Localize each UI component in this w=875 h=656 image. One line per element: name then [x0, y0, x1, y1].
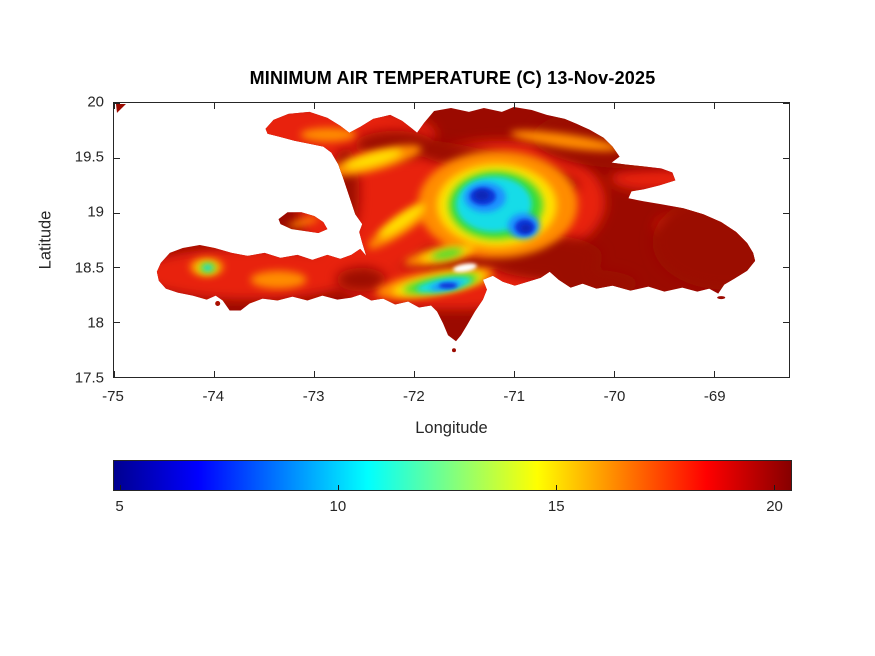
x-tick-mark: [513, 371, 515, 377]
x-tick-label: -75: [102, 388, 124, 405]
temperature-heatmap: [115, 103, 756, 353]
x-tick-mark: [613, 103, 615, 109]
y-tick-label: 17.5: [74, 369, 104, 387]
x-tick-mark: [714, 103, 715, 109]
x-tick-label: -73: [302, 388, 325, 405]
y-tick-mark: [114, 212, 120, 214]
colorbar-tick-label: 10: [329, 498, 347, 515]
y-tick-label: 20: [87, 93, 104, 111]
y-tick-mark: [114, 157, 120, 159]
colorbar-tick-mark: [338, 485, 340, 490]
y-tick-mark: [783, 157, 789, 159]
colorbar-tick-mark: [555, 485, 557, 490]
x-tick-mark: [114, 103, 115, 109]
plot-area: [113, 102, 790, 378]
x-tick-mark: [714, 371, 715, 377]
colorbar-tick-mark: [120, 485, 122, 490]
deep-blue-cores: [474, 190, 531, 233]
y-tick-label: 19.5: [74, 148, 104, 166]
colorbar-tick-label: 5: [115, 498, 124, 515]
y-tick-mark: [783, 322, 789, 324]
x-tick-mark: [413, 371, 415, 377]
colorbar-tick-label: 15: [547, 498, 565, 515]
x-tick-label: -69: [703, 388, 726, 405]
x-tick-mark: [214, 103, 215, 109]
lake-enriquillo-water: [453, 263, 477, 273]
colorbar-tick-mark: [773, 485, 775, 490]
colorbar-gradient: [114, 461, 791, 490]
x-tick-mark: [413, 103, 415, 109]
y-tick-mark: [114, 103, 120, 104]
x-axis-label: Longitude: [415, 419, 488, 437]
x-tick-label: -71: [503, 388, 526, 405]
y-tick-label: 18.5: [74, 259, 104, 277]
colorbar-tick-label: 20: [766, 498, 783, 515]
x-tick-mark: [314, 103, 315, 109]
y-tick-mark: [783, 377, 789, 378]
y-tick-label: 18: [87, 314, 104, 332]
y-tick-mark: [783, 267, 789, 269]
y-tick-mark: [114, 322, 120, 324]
x-tick-label: -74: [202, 388, 225, 405]
y-tick-label: 19: [87, 203, 104, 221]
chart-title: MINIMUM AIR TEMPERATURE (C) 13-Nov-2025: [249, 68, 656, 88]
colorbar: [113, 460, 792, 491]
x-tick-mark: [314, 371, 315, 377]
isla-beata: [451, 348, 456, 353]
x-tick-mark: [513, 103, 515, 109]
ile-a-vache: [215, 301, 221, 307]
corner-landfragment: [115, 103, 126, 113]
x-tick-mark: [114, 371, 115, 377]
x-tick-label: -72: [403, 388, 425, 405]
y-tick-mark: [783, 103, 789, 104]
isla-saona: [717, 296, 726, 300]
y-tick-mark: [114, 377, 120, 378]
y-tick-mark: [783, 212, 789, 214]
y-tick-mark: [114, 267, 120, 269]
x-tick-mark: [613, 371, 615, 377]
x-tick-mark: [214, 371, 215, 377]
x-tick-label: -70: [603, 388, 626, 405]
